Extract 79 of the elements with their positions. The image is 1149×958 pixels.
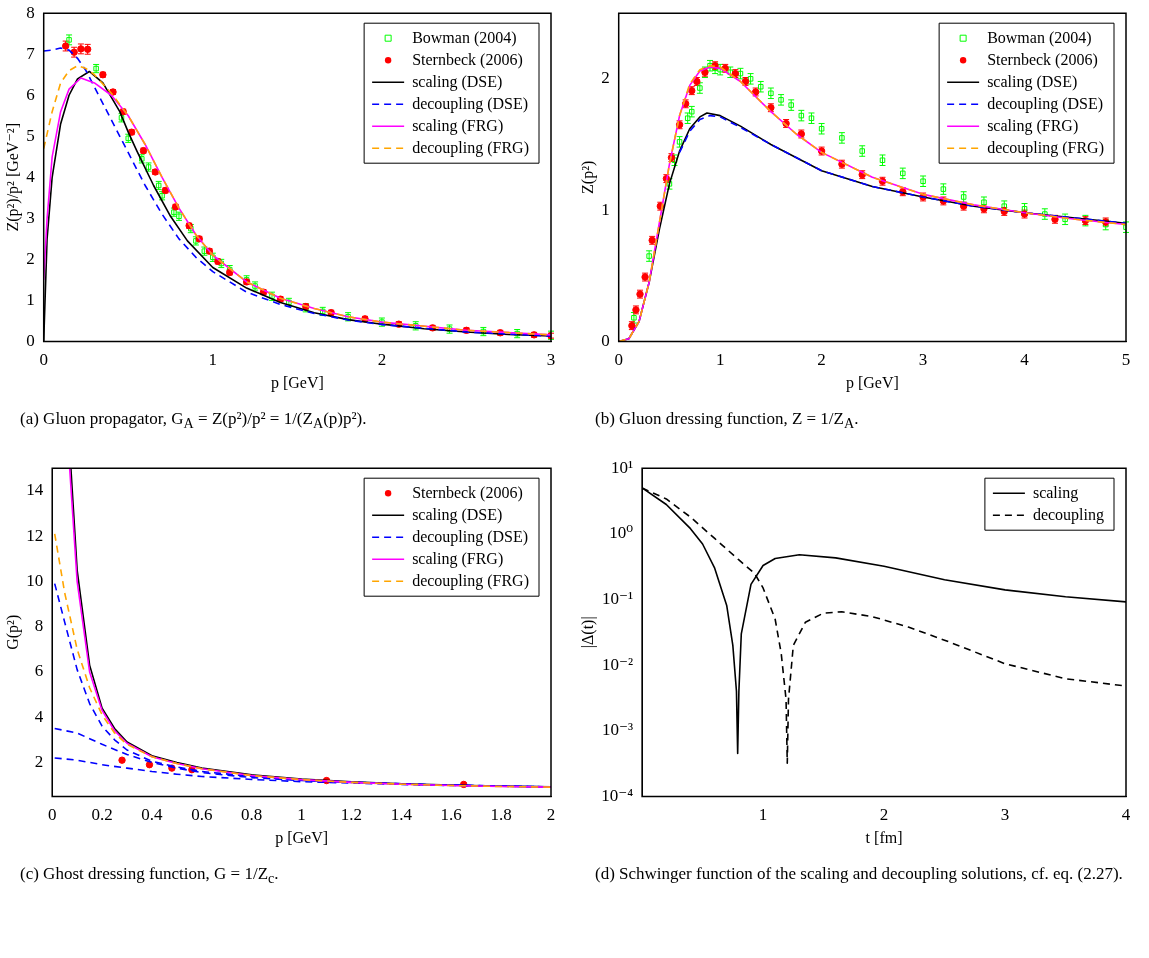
y-tick-label: 5 bbox=[26, 125, 35, 145]
x-tick-label: 2 bbox=[377, 350, 387, 370]
legend-label: decoupling bbox=[1032, 506, 1104, 525]
x-tick-label: 1.2 bbox=[340, 805, 363, 825]
y-tick-label: 4 bbox=[26, 166, 36, 186]
y-tick-label: 10⁻³ bbox=[602, 720, 634, 740]
legend-label: decoupling (DSE) bbox=[412, 95, 529, 114]
text: (a) Gluon propagator, G$_{A}$ = Z(p²)/p² = 1/(Z$_{A}$(p)p²). bbox=[19, 409, 368, 433]
x-axis-title: p [GeV] bbox=[845, 373, 899, 392]
text: (b) Gluon dressing function, Z = 1/Z$_{A}$. bbox=[594, 409, 860, 433]
y-tick-label: 0 bbox=[601, 330, 610, 350]
x-tick-label: 0.6 bbox=[191, 805, 213, 825]
y-tick-label: 10⁻¹ bbox=[602, 588, 634, 608]
y-tick-label: 10⁻⁴ bbox=[601, 785, 634, 805]
x-tick-label: 0 bbox=[47, 805, 57, 825]
x-tick-label: 2 bbox=[817, 350, 826, 370]
x-tick-label: 1 bbox=[758, 805, 768, 825]
y-axis-title: Z(p²)/p² [GeV⁻²] bbox=[3, 123, 22, 232]
y-axis-title: G(p²) bbox=[3, 614, 22, 650]
legend-label: Sternbeck (2006) bbox=[412, 51, 523, 70]
y-tick-label: 7 bbox=[26, 43, 36, 63]
x-axis-title: p [GeV] bbox=[275, 828, 329, 847]
y-tick-label: 0 bbox=[26, 330, 35, 350]
y-tick-label: 2 bbox=[34, 751, 44, 771]
x-tick-label: 3 bbox=[546, 350, 556, 370]
y-tick-label: 1 bbox=[601, 199, 610, 219]
y-tick-label: 2 bbox=[26, 248, 35, 268]
legend-label: Bowman (2004) bbox=[987, 29, 1092, 48]
legend-label: decoupling (FRG) bbox=[412, 572, 529, 591]
x-tick-label: 1 bbox=[715, 350, 725, 370]
x-tick-label: 1 bbox=[208, 350, 218, 370]
legend-label: decoupling (FRG) bbox=[412, 139, 529, 158]
x-tick-label: 2 bbox=[879, 805, 889, 825]
legend-label: decoupling (DSE) bbox=[987, 95, 1104, 114]
legend-label: Sternbeck (2006) bbox=[412, 484, 523, 503]
x-tick-label: 0.4 bbox=[141, 805, 164, 825]
y-tick-label: 6 bbox=[26, 84, 35, 104]
y-tick-label: 1 bbox=[26, 289, 35, 309]
legend-label: decoupling (DSE) bbox=[412, 528, 529, 547]
x-tick-label: 5 bbox=[1121, 350, 1131, 370]
legend-label: scaling bbox=[1032, 484, 1079, 503]
x-axis-title: p [GeV] bbox=[270, 373, 324, 392]
y-tick-label: 14 bbox=[26, 480, 44, 500]
legend-label: Bowman (2004) bbox=[412, 29, 517, 48]
legend-label: scaling (FRG) bbox=[987, 117, 1079, 136]
y-tick-label: 8 bbox=[34, 616, 44, 636]
legend-label: Sternbeck (2006) bbox=[987, 51, 1098, 70]
y-tick-label: 10¹ bbox=[610, 457, 634, 477]
x-tick-label: 1.4 bbox=[390, 805, 413, 825]
legend-label: scaling (DSE) bbox=[412, 73, 503, 92]
legend-label: scaling (DSE) bbox=[987, 73, 1078, 92]
x-tick-label: 3 bbox=[918, 350, 928, 370]
x-tick-label: 4 bbox=[1121, 805, 1131, 825]
y-tick-label: 12 bbox=[26, 525, 44, 545]
y-tick-label: 10 bbox=[26, 570, 44, 590]
x-tick-label: 1.6 bbox=[440, 805, 462, 825]
y-tick-label: 10⁻² bbox=[602, 654, 634, 674]
x-tick-label: 1.8 bbox=[490, 805, 512, 825]
y-tick-label: 10⁰ bbox=[609, 523, 634, 543]
y-tick-label: 8 bbox=[26, 2, 35, 22]
y-axis-title: Z(p²) bbox=[578, 160, 597, 194]
legend-label: decoupling (FRG) bbox=[987, 139, 1104, 158]
legend-label: scaling (FRG) bbox=[412, 117, 504, 136]
x-tick-label: 4 bbox=[1020, 350, 1030, 370]
x-tick-label: 2 bbox=[546, 805, 556, 825]
y-tick-label: 4 bbox=[34, 706, 44, 726]
text: (d) Schwinger function of the scaling and decoupling solutions, cf. eq. (2.27). bbox=[594, 864, 1124, 884]
y-tick-label: 3 bbox=[26, 207, 35, 227]
text: (c) Ghost dressing function, G = 1/Z$_{c}$. bbox=[19, 864, 280, 888]
x-axis-title: t [fm] bbox=[865, 828, 903, 846]
legend-label: scaling (FRG) bbox=[412, 550, 504, 569]
x-tick-label: 1 bbox=[297, 805, 306, 825]
y-axis-title: |Δ(t)| bbox=[578, 616, 597, 649]
x-tick-label: 0.8 bbox=[241, 805, 263, 825]
x-tick-label: 3 bbox=[1000, 805, 1010, 825]
x-tick-label: 0.2 bbox=[91, 805, 113, 825]
y-tick-label: 2 bbox=[601, 68, 610, 88]
y-tick-label: 6 bbox=[34, 661, 44, 681]
legend-label: scaling (DSE) bbox=[412, 506, 503, 525]
